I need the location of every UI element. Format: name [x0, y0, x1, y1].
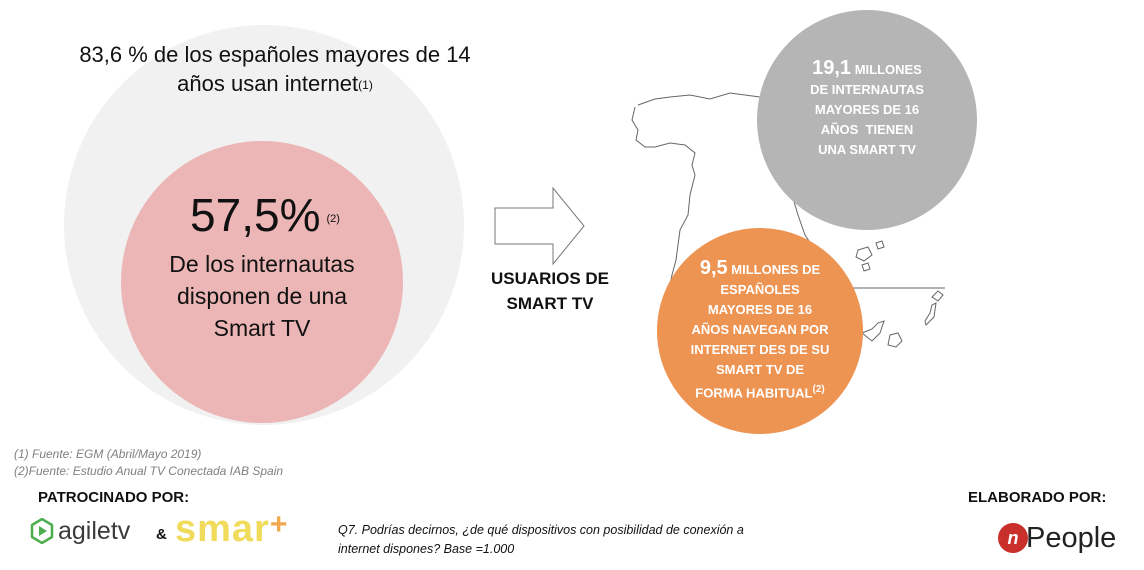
- stat-line: MILLONES: [854, 62, 922, 77]
- footnotes: (1) Fuente: EGM (Abril/Mayo 2019) (2)Fue…: [14, 446, 283, 480]
- percentage-value: 57,5%: [190, 189, 321, 241]
- npeople-logo: n People: [998, 518, 1116, 558]
- made-by-label: ELABORADO POR:: [968, 489, 1107, 506]
- description-line: De los internautas: [169, 251, 355, 277]
- stat-line: MAYORES DE 16: [814, 102, 920, 117]
- smart-tv-browsing-circle: [657, 228, 863, 434]
- label-line: SMART TV: [506, 294, 594, 313]
- stat-line: SMART TV DE: [715, 362, 805, 377]
- smart-tv-browsing-stat: 9,5 MILLONES DE ESPAÑOLES MAYORES DE 16 …: [665, 258, 855, 403]
- smart-wordmark: smar: [175, 508, 270, 550]
- sponsored-by-label: PATROCINADO POR:: [38, 489, 190, 506]
- stat-line: INTERNET DES DE SU: [690, 342, 830, 357]
- play-hexagon-icon: [30, 518, 54, 544]
- smart-tv-percentage: 57,5% (2): [125, 189, 399, 241]
- description-line: Smart TV: [213, 315, 311, 341]
- stat-line: AÑOS TIENEN: [820, 122, 914, 137]
- npeople-badge-icon: n: [998, 523, 1028, 553]
- footnote-2: (2)Fuente: Estudio Anual TV Conectada IA…: [14, 464, 284, 478]
- internet-users-stat: 83,6 % de los españoles mayores de 14 añ…: [60, 40, 490, 98]
- millions-number: 9,5: [699, 257, 728, 279]
- stat-line: DE INTERNAUTAS: [810, 82, 924, 97]
- footnote-ref: (1): [358, 78, 373, 92]
- internet-users-text: 83,6 % de los españoles mayores de 14 añ…: [79, 42, 471, 96]
- stat-line: MAYORES DE 16: [707, 302, 813, 317]
- right-arrow-icon: [494, 186, 585, 266]
- ampersand: &: [156, 526, 167, 543]
- plus-icon: +: [269, 508, 289, 541]
- stat-line: UNA SMART TV: [818, 142, 916, 157]
- smart-tv-millions-circle: [757, 10, 977, 230]
- smart-tv-users-label: USUARIOS DE SMART TV: [465, 266, 635, 316]
- npeople-wordmark: People: [1026, 521, 1117, 554]
- survey-question: Q7. Podrías decirnos, ¿de qué dispositiv…: [338, 521, 818, 559]
- footnote-ref: (2): [326, 213, 340, 225]
- footnote-ref: (2): [812, 384, 825, 395]
- agiletv-logo: agiletv: [30, 514, 130, 548]
- question-line: internet dispones? Base =1.000: [338, 542, 515, 556]
- footnote-1: (1) Fuente: EGM (Abril/Mayo 2019): [14, 447, 202, 461]
- question-line: Q7. Podrías decirnos, ¿de qué dispositiv…: [338, 523, 744, 537]
- stat-line: AÑOS NAVEGAN POR: [691, 322, 829, 337]
- stat-line: FORMA HABITUAL: [695, 385, 813, 401]
- agiletv-wordmark: agiletv: [58, 516, 131, 545]
- smart-tv-owners-circle: [121, 141, 403, 423]
- label-line: USUARIOS DE: [490, 269, 610, 288]
- millions-number: 19,1: [812, 57, 852, 79]
- smart-plus-logo: smar+: [175, 508, 288, 551]
- smart-tv-millions-stat: 19,1 MILLONES DE INTERNAUTAS MAYORES DE …: [772, 58, 962, 160]
- smart-tv-description: De los internautas disponen de una Smart…: [125, 248, 399, 344]
- stat-line: MILLONES DE: [731, 262, 821, 277]
- stat-line: ESPAÑOLES: [720, 282, 800, 297]
- description-line: disponen de una: [176, 283, 348, 309]
